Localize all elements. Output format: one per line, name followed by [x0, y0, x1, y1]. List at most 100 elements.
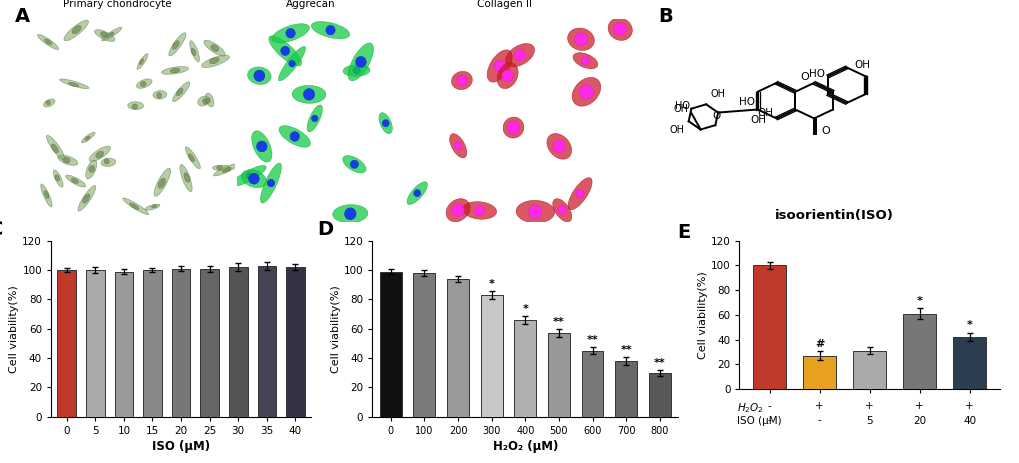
Text: -: - [767, 416, 770, 425]
Ellipse shape [44, 191, 49, 199]
Ellipse shape [77, 186, 96, 211]
Ellipse shape [96, 151, 104, 158]
Bar [581, 351, 603, 417]
Ellipse shape [501, 70, 513, 81]
Ellipse shape [185, 147, 200, 169]
Text: Collagen II: Collagen II [477, 0, 532, 9]
Text: 10μm: 10μm [400, 206, 417, 211]
Ellipse shape [72, 25, 82, 34]
Text: O: O [800, 72, 808, 82]
Ellipse shape [58, 155, 77, 165]
Ellipse shape [47, 135, 64, 160]
Ellipse shape [44, 39, 52, 45]
Ellipse shape [202, 55, 229, 68]
Ellipse shape [102, 27, 121, 41]
Ellipse shape [451, 71, 472, 90]
Ellipse shape [567, 28, 594, 50]
Text: **: ** [586, 335, 598, 345]
Ellipse shape [342, 156, 366, 173]
Bar [953, 337, 985, 389]
Text: *: * [488, 279, 494, 289]
Ellipse shape [176, 88, 182, 96]
Bar [446, 279, 469, 417]
Ellipse shape [311, 21, 350, 39]
Bar [903, 313, 934, 389]
Ellipse shape [161, 67, 189, 74]
Ellipse shape [502, 117, 524, 138]
Ellipse shape [204, 40, 225, 56]
Text: $H_2O_2$: $H_2O_2$ [736, 401, 763, 414]
Ellipse shape [170, 68, 179, 73]
Text: HO: HO [808, 69, 824, 79]
Ellipse shape [279, 125, 310, 147]
Ellipse shape [157, 93, 161, 98]
Ellipse shape [449, 134, 467, 158]
Ellipse shape [248, 67, 271, 84]
Bar [257, 266, 276, 417]
Ellipse shape [487, 50, 512, 82]
Ellipse shape [83, 194, 90, 203]
Bar [379, 271, 401, 417]
Ellipse shape [51, 144, 58, 153]
Ellipse shape [101, 31, 108, 38]
Ellipse shape [153, 91, 166, 99]
Ellipse shape [278, 46, 306, 81]
Ellipse shape [307, 105, 322, 132]
Text: -: - [817, 416, 820, 425]
Y-axis label: Cell viability(%): Cell viability(%) [9, 285, 19, 373]
Ellipse shape [462, 202, 496, 219]
Text: C: C [0, 219, 3, 238]
Bar [648, 373, 671, 417]
Ellipse shape [53, 170, 63, 187]
Ellipse shape [172, 82, 190, 102]
Ellipse shape [332, 205, 368, 223]
Ellipse shape [104, 158, 109, 164]
Text: 40: 40 [962, 416, 975, 425]
Text: ISO (μM): ISO (μM) [736, 416, 781, 425]
Ellipse shape [41, 184, 52, 207]
Text: HO: HO [675, 101, 690, 111]
Text: *: * [916, 295, 921, 306]
X-axis label: H₂O₂ (μM): H₂O₂ (μM) [492, 440, 557, 453]
Ellipse shape [291, 86, 326, 103]
Bar [171, 269, 191, 417]
Ellipse shape [205, 98, 210, 103]
Text: 5: 5 [865, 416, 872, 425]
Ellipse shape [280, 46, 289, 56]
Ellipse shape [191, 48, 196, 56]
Ellipse shape [86, 160, 97, 179]
Ellipse shape [216, 166, 223, 169]
Ellipse shape [257, 141, 267, 152]
Ellipse shape [528, 205, 541, 219]
Ellipse shape [285, 28, 294, 38]
Ellipse shape [496, 63, 518, 88]
Ellipse shape [557, 206, 566, 214]
Ellipse shape [152, 205, 157, 208]
Text: 20: 20 [912, 416, 925, 425]
Ellipse shape [71, 178, 78, 183]
Text: +: + [964, 401, 973, 411]
Ellipse shape [137, 79, 152, 88]
Ellipse shape [158, 178, 165, 188]
Ellipse shape [145, 204, 160, 210]
Text: *: * [966, 320, 971, 330]
Ellipse shape [89, 146, 110, 162]
Ellipse shape [213, 163, 238, 176]
Ellipse shape [141, 81, 146, 87]
Text: OH: OH [673, 104, 688, 114]
Ellipse shape [576, 189, 584, 198]
Ellipse shape [242, 170, 266, 188]
Ellipse shape [246, 172, 252, 179]
Ellipse shape [506, 121, 520, 134]
Ellipse shape [269, 36, 302, 66]
Ellipse shape [169, 33, 185, 56]
Ellipse shape [252, 131, 272, 162]
Ellipse shape [63, 157, 70, 163]
Ellipse shape [254, 70, 265, 81]
Bar [480, 295, 502, 417]
Ellipse shape [89, 165, 95, 172]
Ellipse shape [457, 75, 467, 86]
Ellipse shape [414, 189, 420, 197]
Ellipse shape [451, 204, 464, 216]
Ellipse shape [65, 175, 86, 187]
